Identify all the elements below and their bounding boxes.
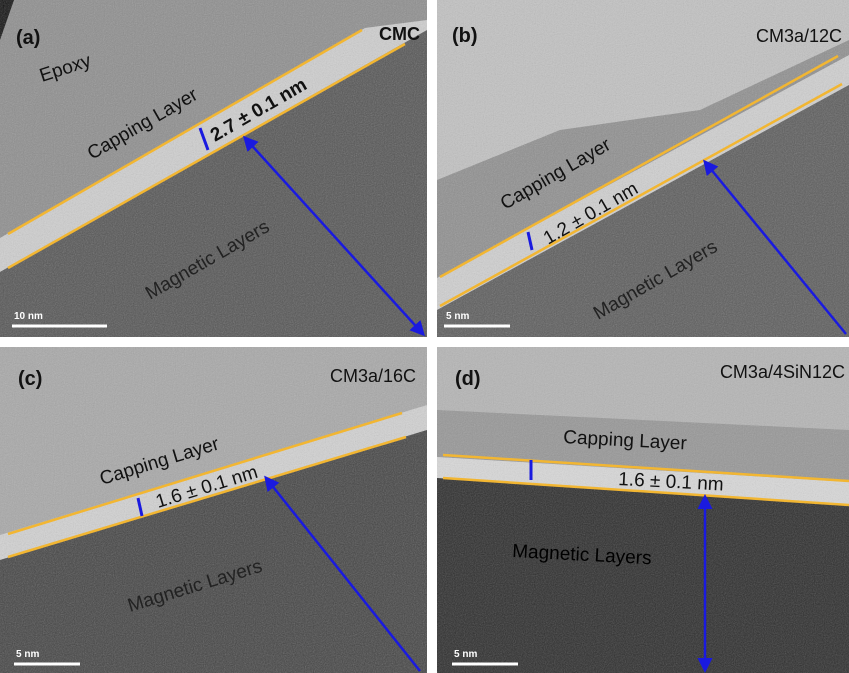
scale-label: 5 nm [16,649,39,660]
panel-label: (a) [16,27,40,49]
sample-name: CM3a/4SiN12C [720,362,845,382]
panel: (c) CM3a/16C Capping Layer 1.6 ± 0.1 nm … [0,347,427,673]
sample-name: CM3a/16C [330,366,416,386]
panel: (d) CM3a/4SiN12C Capping Layer 1.6 ± 0.1… [437,347,849,673]
panel-label: (c) [18,368,42,390]
sample-name: CM3a/12C [756,26,842,46]
panel: (a) CMC Epoxy Capping Layer 2.7 ± 0.1 nm… [0,0,427,337]
sample-name: CMC [379,24,420,44]
panel-label: (d) [455,368,481,390]
panel-label: (b) [452,25,478,47]
scale-label: 5 nm [446,311,469,322]
scale-label: 5 nm [454,649,477,660]
panel: (b) CM3a/12C Capping Layer 1.2 ± 0.1 nm … [437,0,849,337]
figure: (a) CMC Epoxy Capping Layer 2.7 ± 0.1 nm… [0,0,849,673]
scale-label: 10 nm [14,311,43,322]
